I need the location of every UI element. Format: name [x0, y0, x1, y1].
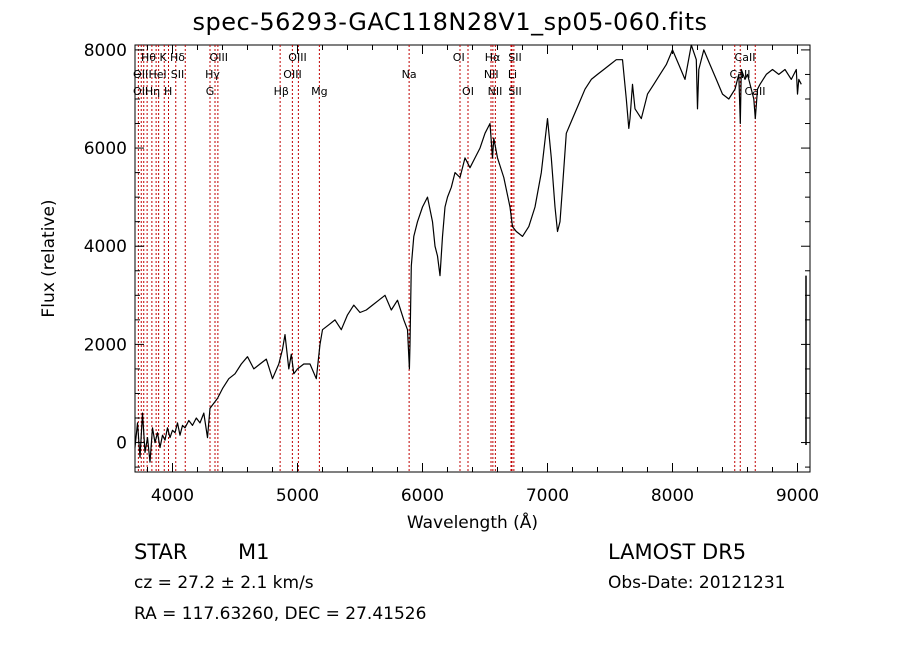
spectral-line-label: SII [171, 68, 184, 81]
spectral-line-label: Hel [148, 68, 166, 81]
object-subclass: M1 [238, 540, 270, 564]
x-tick-label: 5000 [276, 486, 319, 506]
spectral-line-label: OII [133, 68, 148, 81]
spectral-line-label: Hθ [141, 51, 156, 64]
object-class: STAR [134, 540, 188, 564]
spectral-line-label: OI [453, 51, 465, 64]
x-tick-label: 4000 [151, 486, 194, 506]
observation-date: Obs-Date: 20121231 [608, 573, 786, 593]
spectral-line-label: Mg [311, 85, 327, 98]
spectral-line-label: K [160, 51, 168, 64]
spectral-line-label: Hγ [205, 68, 220, 81]
x-tick-label: 9000 [776, 486, 819, 506]
spectral-line-label: OII [133, 85, 148, 98]
spectral-line-label: OIII [283, 68, 301, 81]
spectral-line-label: Hβ [274, 85, 289, 98]
spectral-line-label: OI [462, 85, 474, 98]
spectrum-series-line [134, 44, 802, 463]
spectral-line-label: NII [488, 85, 503, 98]
y-tick-label: 6000 [84, 139, 127, 159]
spectral-line-label: SII [508, 51, 521, 64]
survey-name: LAMOST DR5 [608, 540, 747, 564]
spectral-line-label: Hη [145, 85, 160, 98]
y-tick-label: 2000 [84, 335, 127, 355]
spectral-line-label: Hδ [170, 51, 185, 64]
spectral-line-label: OIII [210, 51, 228, 64]
spectral-line-label: CaII [745, 85, 766, 98]
spectral-line-label: SII [508, 85, 521, 98]
plot-area: Hθ K Hδ OIII OIII OI Hα SII CaII OII Hel SII Hγ OIII N… [39, 41, 819, 533]
y-tick-label: 4000 [84, 237, 127, 257]
spectral-line-label: G [206, 85, 215, 98]
coordinates-readout: RA = 117.63260, DEC = 27.41526 [134, 604, 427, 624]
y-axis-label: Flux (relative) [39, 199, 59, 317]
spectral-line-label: Li [508, 68, 517, 81]
x-tick-label: 6000 [401, 486, 444, 506]
spectral-line-label: OIII [288, 51, 306, 64]
spectral-line-label: CaII [735, 51, 756, 64]
plot-frame [134, 44, 811, 473]
x-tick-label: 7000 [526, 486, 569, 506]
spectral-line-label: H [164, 85, 172, 98]
spectral-line-label: Hα [485, 51, 501, 64]
y-tick-label: 8000 [84, 41, 127, 61]
x-tick-label: 8000 [651, 486, 694, 506]
x-axis-label: Wavelength (Å) [407, 511, 538, 533]
redshift-readout: cz = 27.2 ± 2.1 km/s [134, 573, 314, 593]
spectral-line-label: Na [402, 68, 417, 81]
spectral-line-label: NII [484, 68, 499, 81]
chart-title: spec-56293-GAC118N28V1_sp05-060.fits [192, 8, 708, 36]
y-tick-label: 0 [116, 434, 127, 454]
